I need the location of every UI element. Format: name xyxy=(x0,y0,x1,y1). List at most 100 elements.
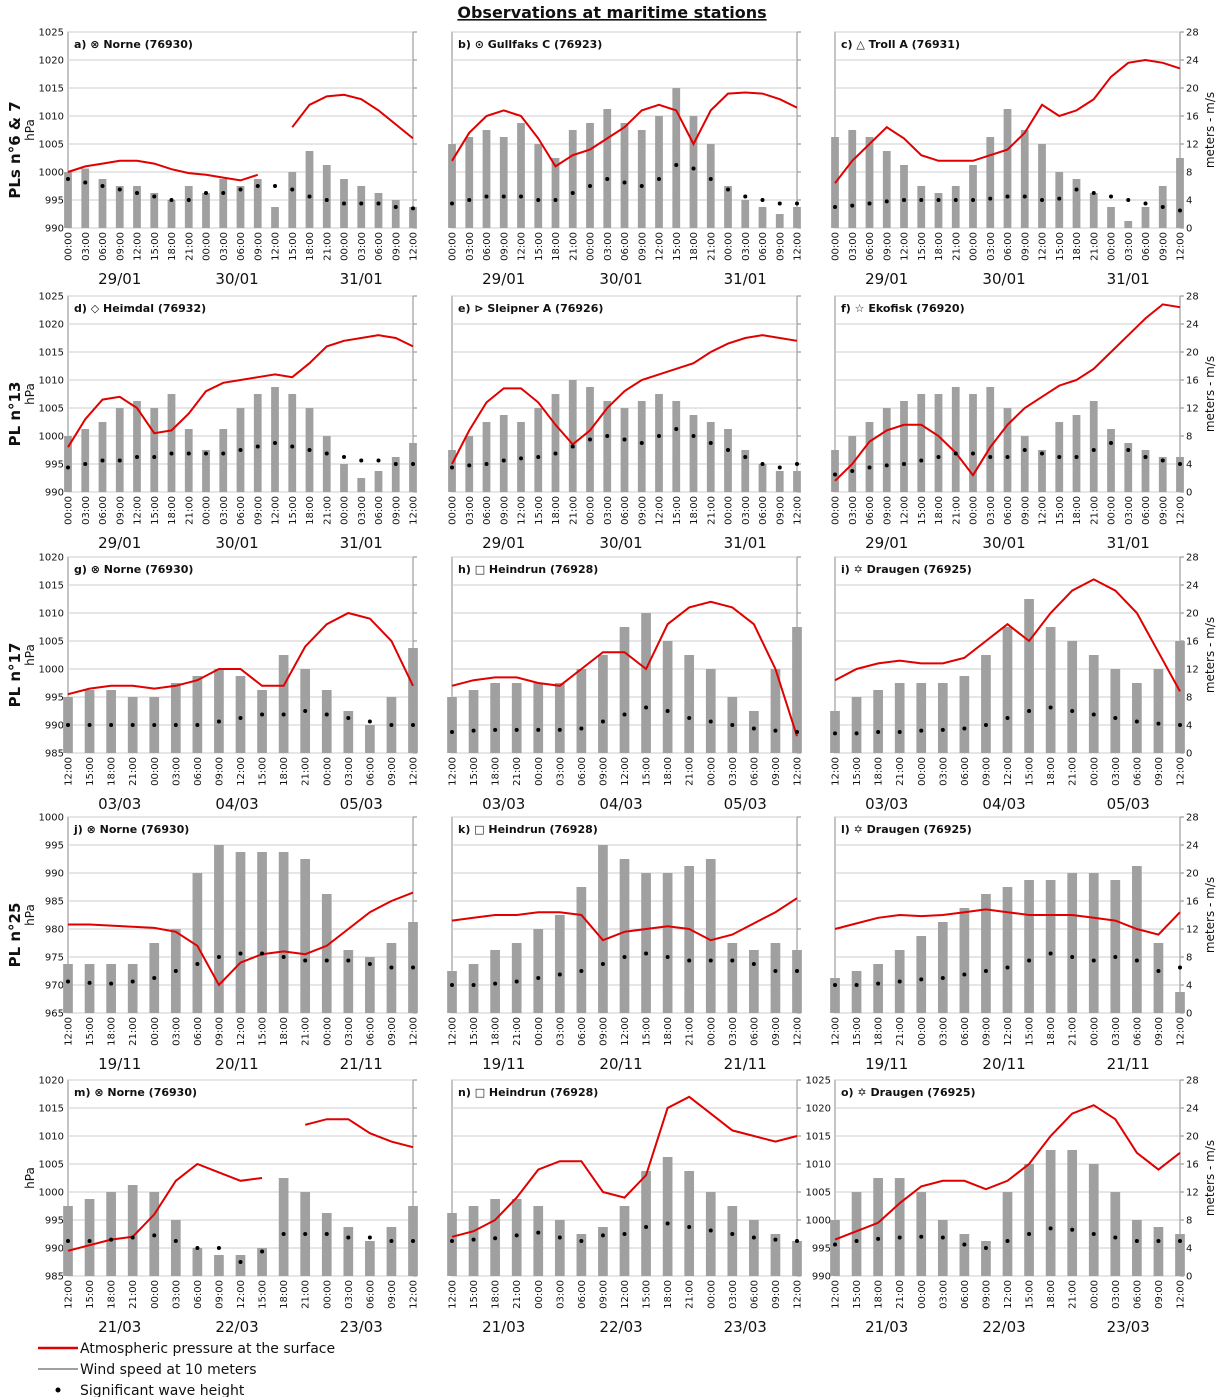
wind-bar xyxy=(391,457,400,492)
y2-tick-label: 16 xyxy=(1186,112,1199,123)
date-label: 31/01 xyxy=(1107,270,1150,288)
wave-dot xyxy=(389,723,394,727)
x-tick-label: 12:00 xyxy=(236,1017,247,1046)
x-tick-label: 00:00 xyxy=(150,1017,161,1046)
wave-dot xyxy=(1027,958,1032,963)
wind-bar xyxy=(253,179,262,228)
date-label: 20/11 xyxy=(982,1055,1025,1073)
y2-axis-label: meters - m/s xyxy=(1203,877,1217,953)
wave-dot xyxy=(1005,965,1010,970)
wind-bar xyxy=(662,641,673,753)
wind-bar xyxy=(741,200,750,228)
wave-dot xyxy=(919,458,924,463)
y-tick-label: 990 xyxy=(45,721,64,732)
wind-bar xyxy=(775,471,784,492)
wind-bar xyxy=(598,845,608,1013)
x-tick-label: 06:00 xyxy=(620,232,631,261)
wind-bar xyxy=(934,394,943,492)
wind-bar xyxy=(98,422,107,492)
x-tick-label: 03:00 xyxy=(171,1017,182,1046)
wind-bar xyxy=(448,450,456,492)
wave-dot xyxy=(501,458,506,463)
panel: 12:00 15:00 18:00 21:00 00:00 03:00 06:00 09:00… xyxy=(447,1079,804,1336)
x-tick-label: 15:00 xyxy=(1055,496,1066,525)
x-tick-label: 21:00 xyxy=(512,1280,523,1309)
wind-bar xyxy=(391,200,400,228)
x-tick-label: 03:00 xyxy=(81,232,92,261)
wave-dot xyxy=(708,958,713,963)
wind-bar xyxy=(365,1241,375,1276)
wave-dot xyxy=(674,163,679,167)
wave-dot xyxy=(936,198,941,202)
wind-bar xyxy=(499,415,508,492)
wind-bar xyxy=(603,109,612,228)
x-tick-label: 06:00 xyxy=(960,1017,971,1046)
x-tick-label: 03:00 xyxy=(848,232,859,261)
y2-tick-label: 20 xyxy=(1186,84,1199,95)
y-tick-label: 980 xyxy=(45,925,64,936)
wind-bar xyxy=(724,429,732,492)
wave-dot xyxy=(795,730,799,734)
wave-dot xyxy=(708,719,713,724)
x-tick-label: 06:00 xyxy=(482,232,493,261)
wave-dot xyxy=(897,1235,902,1240)
x-tick-label: 12:00 xyxy=(1003,1017,1014,1046)
wind-bar xyxy=(637,401,646,492)
wind-bar xyxy=(620,408,629,492)
wind-bar xyxy=(705,669,716,753)
x-tick-label: 21:00 xyxy=(706,496,717,525)
y2-tick-label: 4 xyxy=(1186,981,1192,992)
x-tick-label: 00:00 xyxy=(64,232,75,261)
x-tick-label: 03:00 xyxy=(81,496,92,525)
y-axis-label: hPa xyxy=(23,119,37,141)
wind-bar xyxy=(447,1213,457,1276)
x-tick-label: 15:00 xyxy=(258,1017,269,1046)
y-tick-label: 995 xyxy=(45,693,64,704)
x-tick-label: 06:00 xyxy=(98,232,109,261)
wind-bar xyxy=(321,1213,332,1276)
wave-dot xyxy=(833,731,837,736)
wind-bar xyxy=(511,943,522,1013)
x-tick-label: 12:00 xyxy=(900,496,911,525)
x-tick-label: 06:00 xyxy=(960,1280,971,1309)
wave-dot xyxy=(1156,969,1161,973)
wave-dot xyxy=(1022,194,1027,199)
wave-dot xyxy=(940,976,945,980)
wave-dot xyxy=(622,180,627,185)
wave-dot xyxy=(1160,458,1165,463)
date-label: 03/03 xyxy=(98,795,141,813)
y-tick-label: 1015 xyxy=(806,1132,831,1143)
x-tick-label: 12:00 xyxy=(831,1017,842,1046)
y-tick-label: 1000 xyxy=(39,665,64,676)
x-tick-label: 18:00 xyxy=(934,232,945,261)
wave-dot xyxy=(1048,1226,1053,1231)
wave-dot xyxy=(1178,723,1182,727)
wave-dot xyxy=(1005,455,1010,459)
wave-dot xyxy=(833,1242,837,1247)
wave-dot xyxy=(644,1225,649,1229)
x-tick-label: 12:00 xyxy=(900,232,911,261)
wind-bar xyxy=(1088,873,1099,1013)
wave-dot xyxy=(389,1239,394,1243)
x-tick-label: 12:00 xyxy=(1176,757,1187,786)
panel-title: o) ✡ Draugen (76925) xyxy=(841,1086,976,1099)
date-label: 23/03 xyxy=(340,1318,383,1336)
wind-bar xyxy=(959,676,970,753)
wave-dot xyxy=(536,455,541,459)
y-tick-label: 1000 xyxy=(39,813,64,824)
wave-dot xyxy=(743,455,748,459)
x-tick-label: 09:00 xyxy=(1020,496,1031,525)
wave-dot xyxy=(639,441,644,445)
wind-bar xyxy=(551,158,560,228)
date-label: 19/11 xyxy=(482,1055,525,1073)
wave-dot xyxy=(195,723,200,727)
x-tick-label: 18:00 xyxy=(663,1280,674,1309)
x-tick-label: 21:00 xyxy=(1089,496,1100,525)
wave-dot xyxy=(867,465,872,470)
wind-bar xyxy=(641,873,651,1013)
x-tick-label: 06:00 xyxy=(960,757,971,786)
wave-dot xyxy=(467,198,472,202)
wave-dot xyxy=(1005,716,1010,720)
wave-dot xyxy=(600,719,605,724)
wave-dot xyxy=(514,1233,519,1238)
